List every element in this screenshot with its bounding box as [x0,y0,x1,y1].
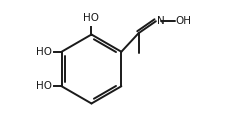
Text: HO: HO [36,81,52,91]
Text: HO: HO [36,47,52,57]
Text: N: N [157,16,165,26]
Text: OH: OH [176,16,192,26]
Text: HO: HO [83,13,100,22]
